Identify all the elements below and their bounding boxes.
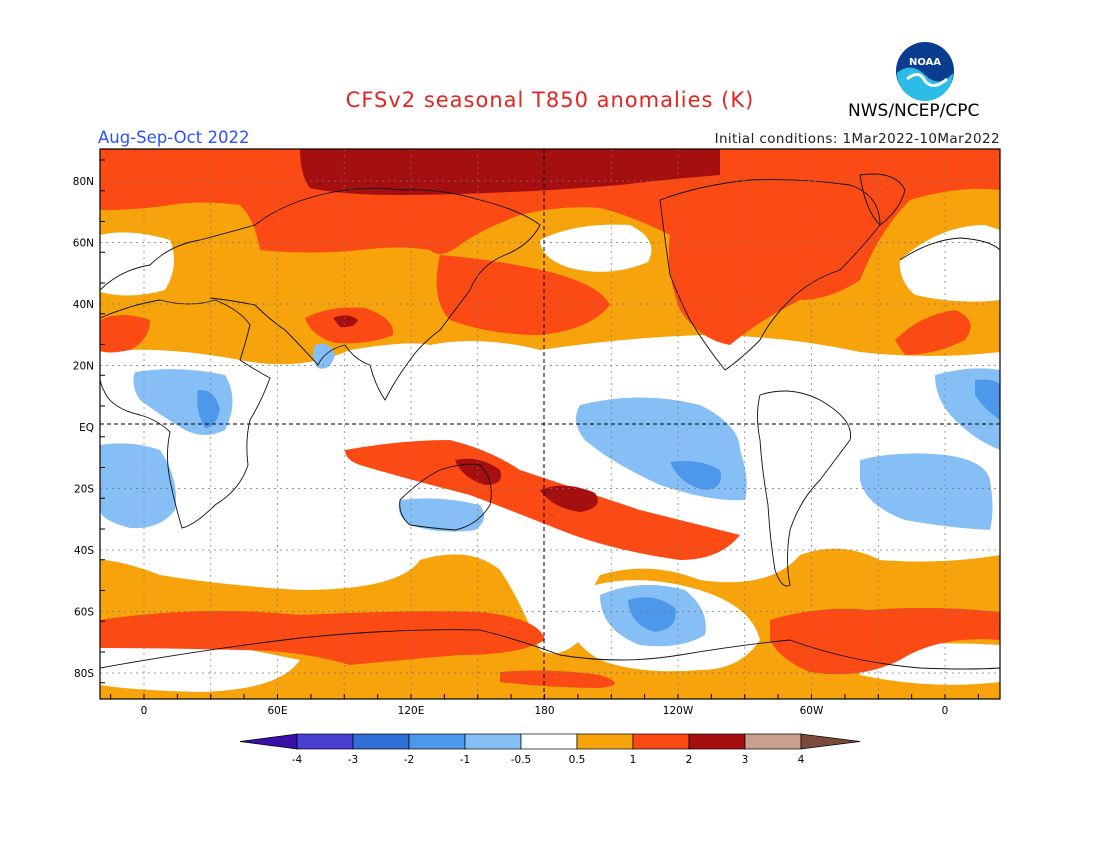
lightblue-anomaly-south-atlantic-west	[100, 443, 176, 529]
colorbar-label: 3	[742, 754, 749, 766]
colorbar-label: -3	[348, 754, 358, 766]
lat-label: 60N	[73, 238, 94, 250]
red-anomaly-southern-ocean-east	[770, 607, 1000, 675]
lightblue-anomaly-south-atlantic-east	[860, 453, 993, 530]
grid-lines	[100, 149, 1000, 699]
darkred-anomaly-australia	[455, 458, 501, 485]
red-anomaly-arctic	[100, 149, 1000, 345]
midblue-anomaly-southern-pacific	[628, 597, 676, 632]
red-anomaly-mediterranean-east	[895, 310, 971, 355]
colorbar-swatch	[744, 733, 802, 750]
colorbar-swatch	[296, 733, 354, 750]
lon-label: 180	[534, 705, 554, 717]
lon-label: 120E	[398, 705, 425, 717]
coast-north-america	[659, 179, 881, 371]
red-anomaly-mediterranean	[100, 315, 150, 353]
white-anomaly-south-indian	[100, 635, 300, 692]
midblue-anomaly-africa	[197, 389, 220, 428]
white-anomaly-atlantic-north-east	[899, 225, 1000, 302]
colorbar-swatch	[688, 733, 746, 750]
darkred-anomaly-tibet	[333, 315, 358, 328]
coast-eurasia	[100, 187, 541, 401]
coast-antarctica	[100, 629, 1000, 670]
lat-label: 40S	[74, 545, 94, 557]
colorbar-swatch	[408, 733, 466, 750]
lat-label: 80S	[74, 668, 94, 680]
colorbar-label: -0.5	[511, 754, 532, 766]
colorbar-swatch	[576, 733, 634, 750]
red-anomaly-south-pacific-band	[345, 440, 740, 560]
coast-europe-west	[899, 237, 1000, 261]
lon-label: 0	[942, 705, 949, 717]
colorbar: -4 -3 -2 -1 -0.5 0.5 1 2 3 4	[239, 733, 861, 766]
lat-label: 20N	[73, 361, 94, 373]
season-label: Aug-Sep-Oct 2022	[98, 128, 250, 147]
longitude-labels: 0 60E 120E 180 120W 60W 0	[141, 705, 949, 717]
lat-label: 20S	[74, 484, 94, 496]
colorbar-label: -4	[292, 754, 303, 766]
colorbar-swatch	[464, 733, 522, 750]
red-anomaly-ross-sea	[500, 670, 615, 688]
colorbar-swatch	[632, 733, 690, 750]
colorbar-label: 0.5	[569, 754, 586, 766]
lon-label: 60W	[800, 705, 824, 717]
coast-south-america	[757, 390, 852, 587]
lightblue-anomaly-australia-south	[398, 498, 484, 532]
logo-text: NOAA	[909, 57, 941, 68]
lat-label: EQ	[79, 422, 94, 434]
red-anomaly-north-pacific	[436, 255, 610, 335]
lon-label: 60E	[268, 705, 288, 717]
noaa-logo-icon: NOAA	[894, 40, 956, 102]
map-frame	[99, 148, 1001, 700]
red-anomaly-southern-ocean-west	[100, 611, 545, 665]
coastlines	[100, 173, 1000, 670]
lon-label: 120W	[663, 705, 694, 717]
white-anomaly-atlantic-north	[100, 232, 174, 296]
coast-australia	[399, 463, 492, 531]
darkred-anomaly-south-pacific	[540, 485, 598, 512]
colorbar-label: -2	[404, 754, 414, 766]
lat-label: 60S	[74, 607, 94, 619]
colorbar-label: -1	[460, 754, 470, 766]
coast-greenland	[859, 173, 906, 226]
colorbar-arrow-high	[800, 733, 861, 750]
darkred-anomaly-arctic	[300, 149, 720, 195]
agency-label: NWS/NCEP/CPC	[848, 101, 980, 121]
white-anomaly-north-pacific	[540, 224, 652, 272]
midblue-anomaly-pacific	[670, 461, 721, 490]
lat-label: 80N	[73, 176, 94, 188]
axis-ticks	[100, 159, 979, 699]
colorbar-swatch	[520, 733, 578, 750]
coast-africa	[100, 299, 271, 529]
initial-conditions-label: Initial conditions: 1Mar2022-10Mar2022	[714, 131, 1000, 147]
latitude-labels: 80N 60N 40N 20N EQ 20S 40S 60S 80S	[73, 176, 95, 680]
map-title: CFSv2 seasonal T850 anomalies (K)	[345, 88, 755, 112]
colorbar-arrow-low	[239, 733, 298, 750]
colorbar-swatch	[352, 733, 410, 750]
lon-label: 0	[141, 705, 148, 717]
midblue-anomaly-africa-east	[975, 379, 1000, 420]
colorbar-label: 1	[630, 754, 637, 766]
lat-label: 40N	[73, 299, 94, 311]
colorbar-label: 4	[798, 754, 805, 766]
colorbar-label: 2	[686, 754, 693, 766]
